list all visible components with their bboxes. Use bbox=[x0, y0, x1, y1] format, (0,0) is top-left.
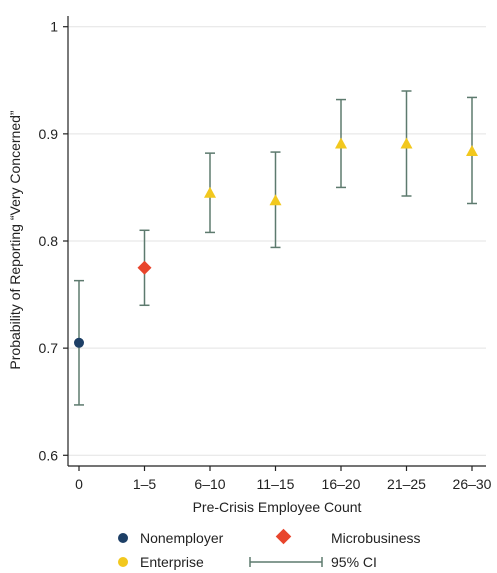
data-point bbox=[335, 137, 347, 149]
y-tick-label: 0.9 bbox=[39, 126, 59, 142]
y-tick-label: 0.7 bbox=[39, 340, 59, 356]
y-axis-label: Probability of Reporting “Very Concerned… bbox=[7, 110, 23, 369]
legend: Nonemployer Microbusiness Enterprise 95%… bbox=[118, 528, 420, 570]
data-point bbox=[400, 137, 413, 149]
data-point bbox=[74, 337, 84, 348]
legend-microbusiness-label: Microbusiness bbox=[331, 530, 420, 546]
data-point bbox=[137, 260, 152, 275]
data-point bbox=[269, 194, 282, 206]
x-ticks: 0 1–5 6–10 11–15 16–20 21–25 26–30 bbox=[75, 466, 492, 492]
legend-enterprise-label: Enterprise bbox=[140, 554, 204, 570]
x-tick-label: 0 bbox=[75, 476, 83, 492]
x-tick-label: 11–15 bbox=[257, 476, 295, 492]
grid-lines bbox=[68, 26, 486, 456]
y-tick-label: 1 bbox=[50, 19, 58, 35]
data-point bbox=[204, 186, 216, 198]
data-point bbox=[466, 145, 478, 156]
x-axis-label: Pre-Crisis Employee Count bbox=[193, 499, 362, 515]
data-markers bbox=[74, 137, 478, 348]
legend-enterprise-marker bbox=[118, 557, 128, 567]
x-tick-label: 21–25 bbox=[387, 476, 426, 492]
legend-ci-label: 95% CI bbox=[331, 554, 377, 570]
y-tick-label: 0.8 bbox=[39, 233, 59, 249]
error-bars bbox=[74, 90, 477, 406]
legend-nonemployer-marker bbox=[118, 533, 128, 543]
x-tick-label: 1–5 bbox=[133, 476, 157, 492]
x-tick-label: 6–10 bbox=[194, 476, 225, 492]
x-tick-label: 26–30 bbox=[453, 476, 492, 492]
legend-nonemployer-label: Nonemployer bbox=[140, 530, 224, 546]
x-tick-label: 16–20 bbox=[322, 476, 361, 492]
y-tick-label: 0.6 bbox=[39, 447, 59, 463]
y-ticks: 0.6 0.7 0.8 0.9 1 bbox=[39, 19, 68, 463]
legend-ci-symbol bbox=[249, 557, 323, 567]
legend-microbusiness-marker bbox=[275, 528, 292, 545]
